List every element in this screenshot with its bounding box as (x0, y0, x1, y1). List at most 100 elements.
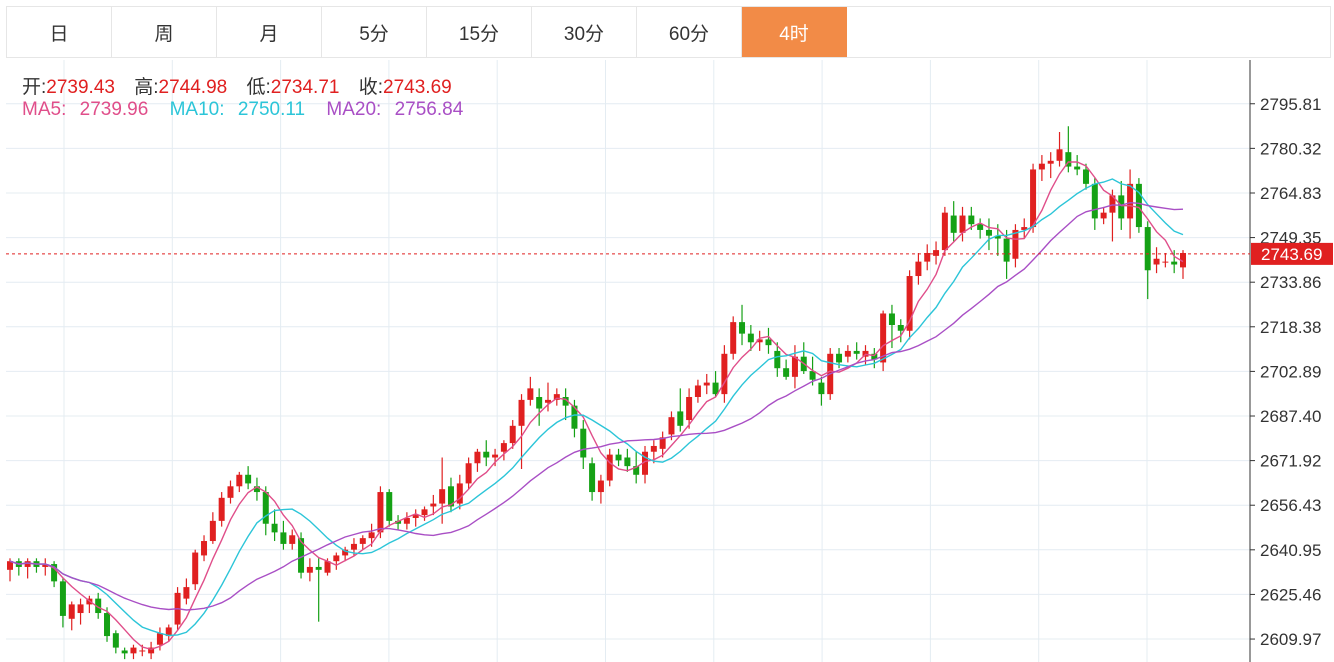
candle-body (844, 350, 851, 357)
open-label: 开: (22, 77, 47, 98)
candle-body (1074, 166, 1081, 170)
candle-body (941, 212, 948, 251)
candle-body (368, 532, 375, 539)
candle-body (518, 399, 525, 426)
candle-body (289, 535, 296, 544)
candle-body (1153, 258, 1160, 265)
ma10-readout: MA10: 2750.11 (170, 99, 313, 120)
candle-body (897, 324, 904, 331)
ma10-label: MA10: (169, 99, 225, 120)
tab-5min[interactable]: 5分 (322, 7, 427, 57)
candle-body (739, 322, 746, 334)
candle-body (730, 322, 737, 354)
candle-body (245, 474, 252, 484)
candle-body (130, 647, 137, 654)
candle-body (1180, 252, 1186, 268)
ohlc-readout: 开:2739.43 高:2744.98 低:2734.71 收:2743.69 (22, 72, 466, 99)
candle-body (24, 561, 31, 567)
candle-body (500, 443, 507, 452)
candle-body (209, 520, 216, 542)
y-tick-label: 2718.38 (1260, 318, 1321, 337)
candle-body (421, 509, 428, 516)
candle-body (148, 647, 155, 654)
candle-body (95, 598, 102, 614)
candle-body (906, 276, 913, 331)
y-tick-label: 2749.35 (1260, 229, 1321, 248)
low-value: 2734.71 (270, 77, 340, 98)
candle-body (871, 353, 878, 360)
ma20-readout: MA20: 2756.84 (326, 99, 471, 120)
candle-body (915, 261, 922, 277)
candle-body (765, 339, 772, 346)
candle-body (359, 538, 366, 544)
candle-body (668, 417, 675, 435)
candle-body (1127, 183, 1134, 219)
current-price-marker: 2743.69 (6, 242, 1333, 265)
candle-body (544, 399, 551, 403)
candle-body (677, 411, 684, 426)
candle-body (165, 627, 172, 637)
candle-body (218, 497, 225, 521)
tab-4hour[interactable]: 4时 (742, 7, 847, 57)
candle-body (1056, 149, 1063, 161)
candle-body (633, 466, 640, 475)
candle-body (465, 463, 472, 484)
candle-body (853, 350, 860, 354)
tab-day[interactable]: 日 (7, 7, 112, 57)
candle-body (1100, 212, 1107, 219)
candle-body (1091, 183, 1098, 219)
y-tick-label: 2609.97 (1260, 630, 1321, 649)
candle-body (1038, 163, 1045, 170)
candle-body (1003, 238, 1010, 262)
ma5-readout: MA5: 2739.96 (22, 99, 156, 120)
candle-body (412, 515, 419, 518)
candle-body (112, 633, 119, 648)
candle-body (59, 581, 66, 616)
candle-body (933, 250, 940, 256)
candle-body (430, 503, 437, 507)
candle-body (262, 492, 269, 524)
moving-average-lines (9, 161, 1184, 651)
tab-15min[interactable]: 15分 (427, 7, 532, 57)
tab-30min[interactable]: 30分 (532, 7, 637, 57)
current-price-label: 2743.69 (1261, 245, 1322, 264)
candle-body (1065, 152, 1072, 167)
tab-week[interactable]: 周 (112, 7, 217, 57)
candle-body (818, 382, 825, 395)
ma10-value: 2750.11 (237, 99, 306, 120)
candle-body (809, 371, 816, 380)
candle-body (589, 463, 596, 493)
candle-body (395, 520, 402, 524)
tab-60min[interactable]: 60分 (637, 7, 742, 57)
ma5-value: 2739.96 (79, 99, 149, 120)
candle-body (271, 523, 278, 533)
candle-body (403, 517, 410, 524)
candle-body (924, 252, 931, 262)
tab-month[interactable]: 月 (217, 7, 322, 57)
candle-body (624, 457, 631, 467)
candle-body (950, 215, 957, 233)
candle-body (880, 313, 887, 363)
candle-body (333, 555, 340, 562)
timeframe-tabs: 日 周 月 5分 15分 30分 60分 4时 (6, 6, 1331, 58)
candle-body (236, 474, 243, 487)
candle-body (68, 604, 75, 619)
y-tick-label: 2764.83 (1260, 184, 1321, 203)
high-value: 2744.98 (158, 77, 228, 98)
low-label: 低: (246, 77, 271, 98)
y-tick-label: 2733.86 (1260, 273, 1321, 292)
candle-body (959, 215, 966, 233)
candle-body (492, 454, 499, 458)
y-tick-label: 2702.89 (1260, 362, 1321, 381)
candle-body (712, 382, 719, 395)
candle-body (350, 543, 357, 550)
ma20-label: MA20: (326, 99, 382, 120)
open-value: 2739.43 (46, 77, 115, 98)
candle-body (1118, 195, 1125, 219)
candle-body (280, 532, 287, 544)
price-axis: 2795.81 2780.32 2764.83 2749.35 2733.86 2718.… (1249, 60, 1321, 662)
candle-body (1171, 261, 1178, 265)
candle-body (342, 549, 349, 556)
candle-body (553, 394, 560, 400)
